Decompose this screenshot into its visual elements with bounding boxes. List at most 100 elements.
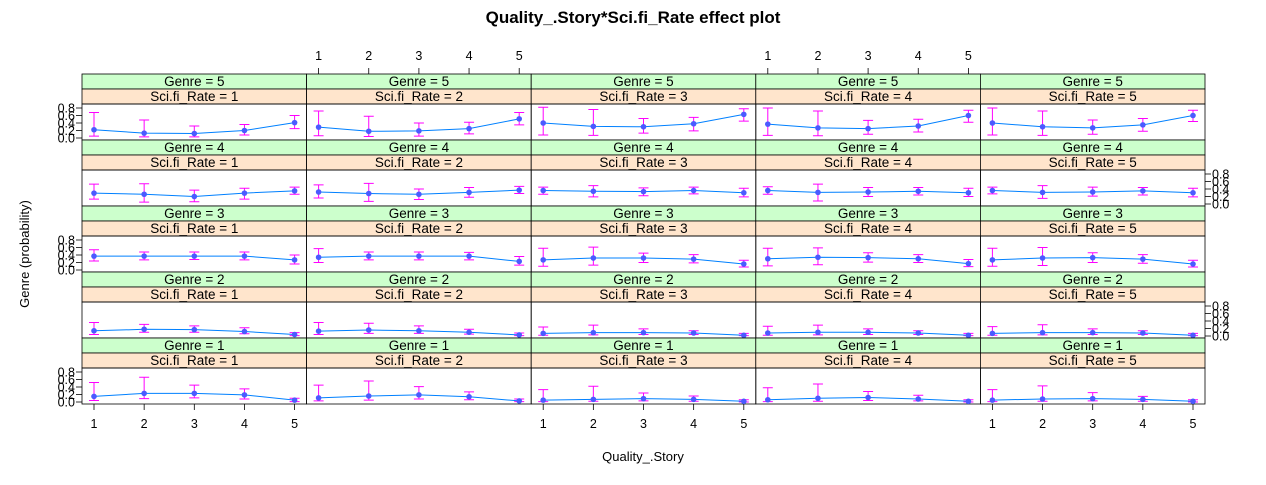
data-point — [690, 187, 697, 194]
genre-strip-label: Genre = 2 — [389, 272, 449, 287]
scifi-strip-label: Sci.fi_Rate = 3 — [599, 287, 687, 302]
genre-strip-label: Genre = 1 — [1062, 338, 1122, 353]
data-point — [241, 190, 248, 196]
genre-strip-label: Genre = 2 — [1062, 272, 1122, 287]
data-point — [915, 330, 922, 336]
data-point — [191, 390, 198, 397]
scifi-strip-label: Sci.fi_Rate = 4 — [824, 287, 913, 302]
scifi-strip-label: Sci.fi_Rate = 2 — [375, 287, 463, 302]
data-point — [141, 191, 147, 198]
data-point — [291, 331, 298, 338]
y-tick-label: 0.4 — [1212, 315, 1229, 329]
genre-strip-label: Genre = 2 — [613, 272, 673, 287]
y-tick-label: 0.6 — [1212, 307, 1229, 321]
data-point — [690, 396, 697, 403]
data-point — [815, 395, 821, 402]
data-point — [516, 187, 522, 193]
data-point — [865, 189, 871, 195]
y-tick-label: 0.2 — [58, 256, 75, 270]
data-point — [291, 188, 298, 194]
data-point — [1089, 125, 1096, 131]
data-point — [865, 254, 871, 261]
data-point — [365, 393, 372, 399]
y-tick-label: 0.8 — [1212, 300, 1229, 314]
scifi-strip-label: Sci.fi_Rate = 5 — [1049, 287, 1137, 302]
y-tick-label: 0.4 — [58, 381, 75, 395]
x-tick-label: 4 — [690, 417, 697, 431]
data-point — [590, 188, 597, 195]
x-tick-label: 4 — [241, 417, 248, 431]
data-point — [815, 329, 821, 336]
data-point — [989, 397, 996, 403]
data-point — [191, 326, 198, 333]
x-tick-label: 2 — [1039, 417, 1046, 431]
data-point — [915, 188, 922, 195]
data-point — [291, 397, 298, 403]
data-point — [741, 398, 747, 405]
data-point — [590, 329, 597, 336]
genre-strip-label: Genre = 5 — [1062, 74, 1122, 89]
genre-strip-label: Genre = 1 — [613, 338, 673, 353]
y-tick-label: 0.6 — [58, 373, 75, 387]
y-tick-label: 0.6 — [1212, 175, 1229, 189]
genre-strip-label: Genre = 5 — [164, 74, 224, 89]
genre-strip-label: Genre = 4 — [1062, 140, 1123, 155]
data-point — [315, 124, 322, 130]
data-point — [365, 253, 372, 259]
data-point — [315, 395, 322, 401]
data-point — [1039, 255, 1046, 261]
data-point — [516, 116, 522, 122]
y-tick-label: 0.4 — [58, 117, 75, 131]
x-tick-label: 3 — [1089, 417, 1096, 431]
y-tick-label: 0.0 — [58, 132, 75, 146]
genre-strip-label: Genre = 1 — [389, 338, 449, 353]
scifi-strip-label: Sci.fi_Rate = 5 — [1049, 89, 1137, 104]
y-tick-label: 0.2 — [58, 124, 75, 138]
x-axis-label: Quality_.Story — [602, 449, 684, 464]
data-point — [765, 396, 771, 403]
data-point — [141, 130, 147, 136]
data-point — [741, 189, 747, 196]
data-point — [989, 187, 996, 194]
data-point — [416, 392, 422, 398]
data-point — [540, 120, 546, 126]
data-point — [989, 257, 996, 263]
x-tick-label: 3 — [415, 49, 422, 63]
x-tick-label: 2 — [141, 417, 148, 431]
data-point — [466, 189, 472, 196]
data-point — [315, 189, 322, 195]
scifi-strip-label: Sci.fi_Rate = 2 — [375, 155, 463, 170]
data-point — [1089, 254, 1096, 261]
data-point — [416, 128, 422, 134]
data-point — [241, 127, 248, 134]
genre-strip-label: Genre = 5 — [838, 74, 898, 89]
data-point — [241, 253, 248, 259]
genre-strip-label: Genre = 5 — [613, 74, 673, 89]
genre-strip-label: Genre = 3 — [389, 206, 449, 221]
data-point — [765, 255, 771, 262]
data-point — [540, 187, 546, 194]
x-tick-label: 2 — [590, 417, 597, 431]
genre-strip-label: Genre = 2 — [838, 272, 898, 287]
scifi-strip-label: Sci.fi_Rate = 4 — [824, 89, 913, 104]
data-point — [915, 123, 922, 129]
genre-strip-label: Genre = 3 — [1062, 206, 1122, 221]
y-tick-label: 0.4 — [58, 249, 75, 263]
data-point — [965, 398, 972, 405]
data-point — [915, 255, 922, 262]
data-point — [1089, 395, 1096, 402]
y-tick-label: 0.6 — [58, 109, 75, 123]
data-point — [315, 328, 322, 334]
